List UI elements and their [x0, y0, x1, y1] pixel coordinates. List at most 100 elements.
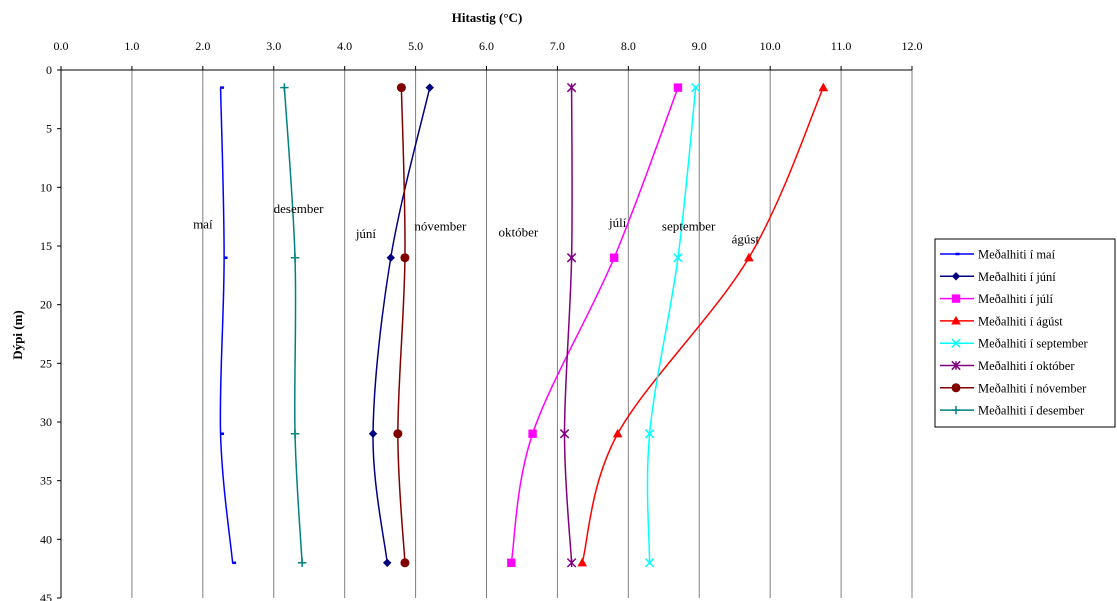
series-line	[283, 87, 303, 563]
series-annotation: maí	[193, 216, 213, 231]
series-annotation: ágúst	[732, 232, 760, 247]
series-line	[563, 87, 573, 563]
data-point	[400, 558, 410, 568]
legend-label: Meðalhiti í júlí	[978, 292, 1054, 306]
x-tick-label: 7.0	[550, 39, 565, 53]
x-tick-label: 0.0	[54, 39, 69, 53]
legend-marker	[951, 360, 961, 371]
data-point	[383, 558, 392, 567]
data-point	[290, 253, 300, 262]
x-tick-label: 6.0	[479, 39, 494, 53]
series-7	[280, 83, 307, 567]
data-point	[528, 429, 537, 438]
x-tick-label: 5.0	[408, 39, 423, 53]
annotations: maí desember júní nóvember október júlí septem…	[193, 201, 759, 247]
legend-marker	[951, 383, 961, 393]
series-line	[397, 87, 406, 563]
legend-entry: Meðalhiti í desember	[940, 404, 1085, 418]
legend-entry: Meðalhiti í júní	[940, 270, 1056, 284]
x-tick-label: 11.0	[831, 39, 852, 53]
series-lines	[219, 82, 829, 568]
legend-marker	[951, 405, 961, 415]
legend-marker	[951, 294, 961, 303]
data-point	[818, 82, 829, 92]
series-annotation: nóvember	[414, 219, 467, 234]
series-6	[393, 83, 410, 568]
y-axis-ticks: 0 5 10 15 20 25 30 35 40 45	[40, 63, 61, 601]
legend-label: Meðalhiti í ágúst	[978, 314, 1063, 328]
data-point	[612, 428, 623, 438]
legend-label: Meðalhiti í maí	[978, 248, 1056, 262]
legend-label: Meðalhiti í nóvember	[978, 381, 1087, 395]
data-point	[566, 253, 577, 263]
data-point	[297, 558, 307, 567]
legend-entry: Meðalhiti í nóvember	[940, 381, 1087, 395]
y-tick-label: 40	[40, 532, 52, 546]
data-point	[280, 83, 289, 92]
legend-entry: Meðalhiti í október	[940, 359, 1075, 373]
series-4	[644, 82, 701, 568]
x-tick-label: 10.0	[760, 39, 781, 53]
y-tick-label: 25	[40, 356, 52, 370]
series-annotation: desember	[274, 201, 324, 216]
y-tick-label: 30	[40, 415, 52, 429]
series-line	[646, 87, 697, 563]
legend-entry: Meðalhiti í ágúst	[940, 314, 1063, 328]
y-tick-label: 45	[40, 591, 52, 601]
series-0	[219, 86, 237, 565]
y-tick-label: 35	[40, 474, 52, 488]
x-tick-label: 9.0	[692, 39, 707, 53]
data-point	[400, 253, 410, 263]
y-tick-label: 15	[40, 239, 52, 253]
data-point	[577, 557, 588, 567]
legend-marker	[951, 338, 961, 348]
series-2	[507, 83, 683, 567]
legend-marker	[951, 315, 961, 325]
legend: Meðalhiti í maí Meðalhiti í júní Meðalhiti…	[934, 238, 1116, 428]
x-tick-label: 12.0	[902, 39, 923, 53]
legend-label: Meðalhiti í september	[978, 337, 1089, 351]
legend-box	[934, 238, 1116, 428]
data-point	[393, 429, 403, 439]
series-annotation: september	[662, 219, 716, 234]
data-point	[507, 558, 516, 567]
axes	[60, 69, 912, 598]
series-5	[559, 82, 577, 568]
series-annotation: júní	[355, 226, 377, 241]
x-tick-label: 4.0	[337, 39, 352, 53]
x-axis-title: Hitastig (°C)	[452, 10, 523, 25]
data-point	[609, 253, 619, 262]
series-line	[510, 87, 679, 563]
legend-entry: Meðalhiti í maí	[940, 248, 1056, 262]
data-point	[673, 83, 683, 92]
y-tick-label: 5	[46, 122, 52, 136]
series-line	[581, 87, 825, 563]
legend-label: Meðalhiti í júní	[978, 270, 1056, 284]
data-point	[690, 82, 701, 93]
data-point	[566, 558, 577, 568]
data-point	[566, 82, 577, 93]
data-point	[644, 558, 655, 568]
data-point	[644, 429, 655, 439]
data-point	[425, 83, 434, 92]
y-tick-label: 10	[40, 180, 52, 194]
x-tick-label: 3.0	[266, 39, 281, 53]
y-axis-title: Dýpi (m)	[10, 310, 25, 359]
x-axis-ticks: 0.0 1.0 2.0 3.0 4.0 5.0 6.0 7.0 8.0 9.0 10.0 11.0 12…	[54, 39, 923, 70]
x-tick-label: 2.0	[195, 39, 210, 53]
series-line	[219, 87, 234, 563]
series-annotation: júlí	[608, 215, 627, 230]
y-tick-label: 20	[40, 298, 52, 312]
series-annotation: október	[499, 225, 539, 240]
data-point	[559, 429, 570, 439]
gridlines	[131, 70, 913, 598]
data-point	[386, 253, 395, 262]
legend-entry: Meðalhiti í september	[940, 337, 1089, 351]
data-point	[744, 252, 754, 262]
x-tick-label: 1.0	[124, 39, 139, 53]
series-line	[372, 87, 431, 563]
data-point	[290, 429, 300, 438]
y-tick-label: 0	[46, 63, 52, 77]
series-1	[368, 83, 434, 567]
